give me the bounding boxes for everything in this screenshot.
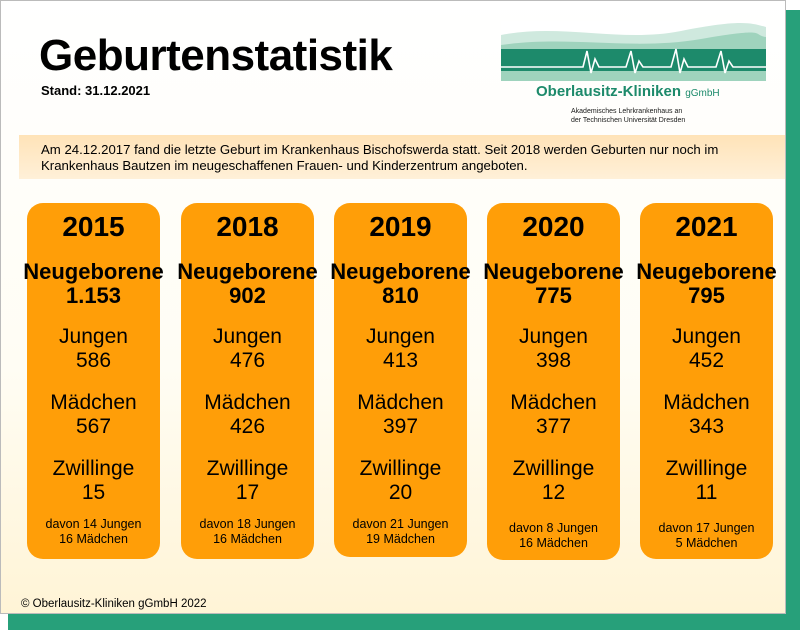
year-label: 2018 [216,211,279,242]
year-column-2015: 2015 Neugeborene 1.153 Jungen 586 Mädche… [23,203,164,559]
newborns-value: 810 [382,283,419,308]
twins-value: 12 [541,481,566,504]
boys-label: Jungen [672,325,741,348]
boys-label: Jungen [366,325,435,348]
logo-subtitle: Akademisches Lehrkrankenhaus an der Tech… [571,108,686,124]
girls-label: Mädchen [663,391,750,414]
newborns-label: Neugeborene [177,259,318,284]
girls-label: Mädchen [204,391,291,414]
boys-value: 586 [75,349,112,372]
newborns-label: Neugeborene [636,259,777,284]
girls-label: Mädchen [357,391,444,414]
boys-value: 413 [382,349,419,372]
twins-boys-note: davon 8 Jungen [509,521,598,535]
boys-value: 476 [229,349,266,372]
twins-boys-note: davon 14 Jungen [45,517,142,531]
boys-label: Jungen [59,325,128,348]
newborns-label: Neugeborene [330,259,471,284]
twins-boys-note: davon 17 Jungen [658,521,755,535]
girls-value: 426 [229,415,266,438]
stand-date: Stand: 31.12.2021 [41,83,151,98]
girls-value: 567 [75,415,112,438]
twins-value: 20 [388,481,413,504]
girls-value: 343 [688,415,725,438]
newborns-value: 902 [229,283,266,308]
girls-label: Mädchen [50,391,137,414]
boys-label: Jungen [213,325,282,348]
twins-girls-note: 16 Mädchen [213,532,282,546]
girls-label: Mädchen [510,391,597,414]
newborns-value: 795 [688,283,725,308]
twins-value: 17 [235,481,260,504]
twins-value: 15 [81,481,106,504]
year-label: 2021 [675,211,738,242]
twins-boys-note: davon 18 Jungen [199,517,296,531]
newborns-value: 775 [535,283,572,308]
year-column-2021: 2021 Neugeborene 795 Jungen 452 Mädchen … [636,203,777,559]
boys-value: 452 [688,349,725,372]
twins-label: Zwillinge [206,457,289,480]
year-label: 2015 [62,211,125,242]
year-label: 2019 [369,211,432,242]
info-banner-text: Am 24.12.2017 fand die letzte Geburt im … [41,142,719,173]
twins-girls-note: 16 Mädchen [59,532,128,546]
twins-girls-note: 16 Mädchen [519,536,588,550]
twins-boys-note: davon 21 Jungen [352,517,449,531]
twins-girls-note: 5 Mädchen [675,536,738,550]
girls-value: 397 [382,415,419,438]
newborns-value: 1.153 [65,283,122,308]
year-column-2020: 2020 Neugeborene 775 Jungen 398 Mädchen … [483,203,624,560]
twins-girls-note: 19 Mädchen [366,532,435,546]
newborns-label: Neugeborene [23,259,164,284]
twins-label: Zwillinge [52,457,135,480]
logo-heartbeat-graphic [501,21,766,81]
boys-value: 398 [535,349,572,372]
year-column-2019: 2019 Neugeborene 810 Jungen 413 Mädchen … [330,203,471,557]
year-column-2018: 2018 Neugeborene 902 Jungen 476 Mädchen … [177,203,318,559]
newborns-label: Neugeborene [483,259,624,284]
page-title: Geburtenstatistik [39,31,393,80]
twins-label: Zwillinge [665,457,748,480]
twins-value: 11 [695,481,718,504]
logo-name: Oberlausitz-Kliniken gGmbH [536,83,720,100]
copyright-notice: © Oberlausitz-Kliniken gGmbH 2022 [21,598,207,610]
twins-label: Zwillinge [359,457,442,480]
clinic-logo: Oberlausitz-Kliniken gGmbH Akademisches … [501,21,766,126]
twins-label: Zwillinge [512,457,595,480]
boys-label: Jungen [519,325,588,348]
info-banner [19,135,785,179]
infographic-card: Geburtenstatistik Stand: 31.12.2021 Ober… [0,0,786,614]
year-label: 2020 [522,211,585,242]
girls-value: 377 [535,415,572,438]
